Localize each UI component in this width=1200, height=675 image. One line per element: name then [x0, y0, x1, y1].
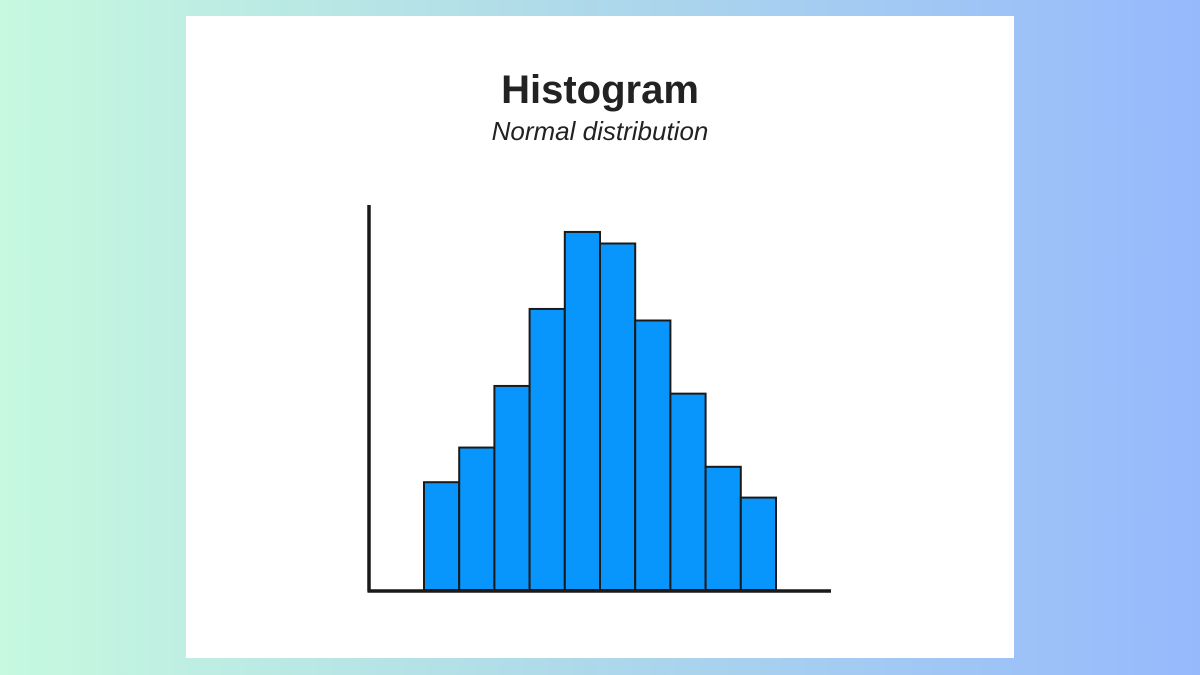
histogram-bar [634, 319, 672, 591]
histogram-bar [423, 481, 461, 592]
chart-title: Histogram [501, 68, 699, 112]
histogram-bar [599, 242, 637, 591]
histogram-bar [704, 465, 742, 591]
chart-subtitle: Normal distribution [491, 116, 709, 146]
histogram-bar [528, 307, 566, 591]
histogram-bar [563, 230, 601, 591]
histogram-bar [493, 384, 531, 592]
histogram-bar [669, 392, 707, 591]
histogram-bar [458, 446, 496, 591]
histogram-bar [739, 496, 777, 592]
